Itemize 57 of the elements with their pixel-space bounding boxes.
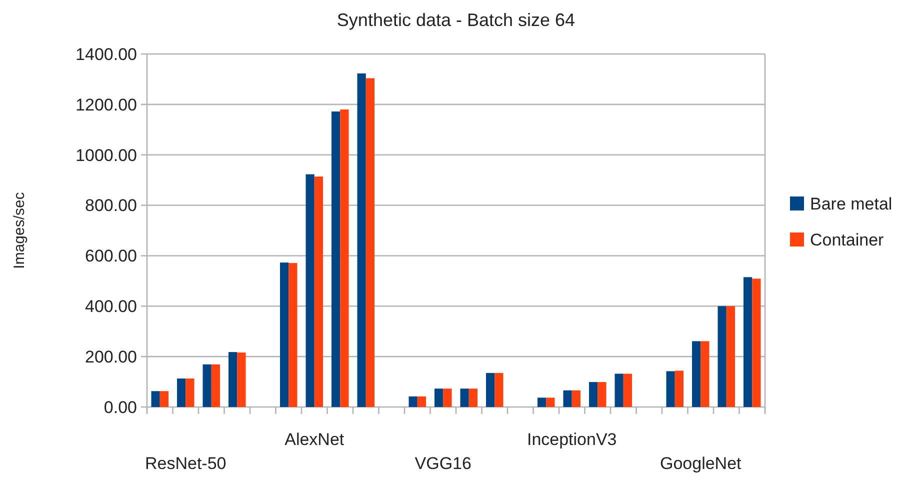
bar	[340, 109, 349, 407]
x-tick-label: AlexNet	[284, 430, 344, 449]
bar	[726, 306, 735, 407]
bar	[692, 341, 701, 407]
y-tick-label: 600.00	[85, 246, 137, 266]
bar	[744, 277, 752, 407]
y-tick-label: 1400.00	[76, 44, 137, 64]
legend-label: Container	[810, 230, 884, 250]
bar	[563, 390, 572, 407]
bar	[314, 176, 323, 407]
bar	[202, 364, 212, 407]
bar	[674, 370, 684, 407]
bar	[546, 398, 555, 407]
bar	[151, 391, 160, 407]
bar	[357, 73, 366, 407]
bar	[752, 278, 761, 407]
bar	[486, 372, 495, 407]
bar	[434, 388, 444, 407]
y-tick-label: 800.00	[85, 196, 137, 216]
bar	[186, 378, 194, 407]
y-axis-title: Images/sec	[11, 192, 28, 269]
y-tick-label: 0.00	[104, 398, 137, 417]
x-tick-label: VGG16	[414, 454, 472, 473]
bar	[228, 352, 238, 407]
bar	[666, 371, 675, 407]
bar	[288, 263, 298, 407]
y-tick-label: 200.00	[85, 348, 137, 367]
bar	[417, 396, 426, 407]
bar	[718, 306, 726, 407]
y-tick-label: 1200.00	[76, 95, 137, 114]
bar	[177, 378, 186, 407]
bar	[700, 341, 710, 407]
bar	[408, 396, 418, 407]
bar	[598, 382, 606, 407]
bar	[614, 374, 624, 407]
bar	[443, 388, 452, 407]
bar	[538, 398, 546, 407]
chart-title: Synthetic data - Batch size 64	[336, 10, 576, 30]
x-tick-label: GoogleNet	[660, 454, 742, 473]
bar	[460, 388, 469, 407]
bar	[468, 388, 478, 407]
bar	[623, 374, 632, 407]
x-tick-label: InceptionV3	[526, 430, 617, 449]
bar	[572, 390, 580, 407]
bar	[160, 391, 168, 407]
bar	[280, 262, 289, 407]
bar	[211, 364, 220, 407]
x-tick-label: ResNet-50	[144, 454, 226, 473]
y-tick-label: 1000.00	[76, 146, 137, 165]
bar	[332, 111, 340, 407]
bar	[237, 352, 246, 407]
bar	[366, 78, 374, 407]
y-tick-label: 400.00	[85, 297, 137, 316]
bar	[494, 372, 504, 407]
bar	[306, 174, 314, 407]
bar	[589, 382, 598, 407]
legend-label: Bare metal	[810, 194, 892, 214]
